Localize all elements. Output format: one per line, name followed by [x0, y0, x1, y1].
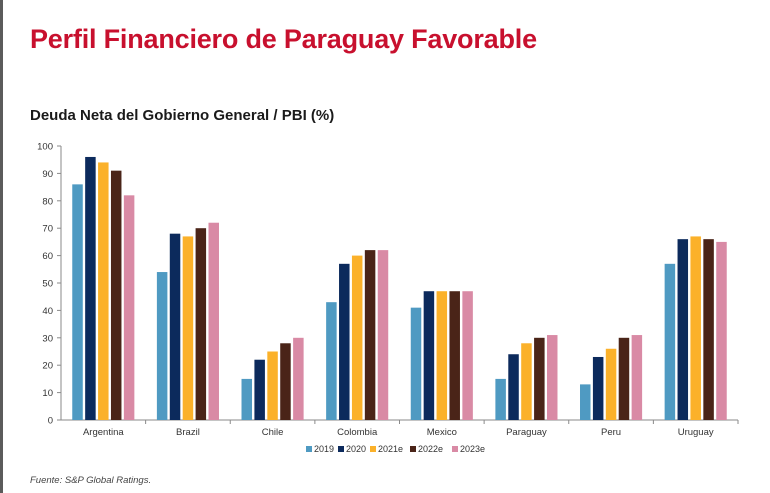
legend-label-2019: 2019	[314, 444, 334, 454]
bar-2022e-argentina	[110, 170, 122, 420]
y-tick-label: 50	[42, 279, 53, 290]
bar-2021e-peru	[605, 348, 617, 420]
x-tick-label: Uruguay	[678, 427, 714, 438]
y-tick-label: 90	[42, 169, 53, 180]
x-tick-label: Peru	[601, 427, 621, 438]
bar-2021e-uruguay	[690, 236, 701, 420]
bar-2020-paraguay	[508, 354, 519, 420]
legend-label-2023e: 2023e	[460, 444, 485, 454]
bar-2022e-mexico	[449, 291, 460, 420]
bar-2021e-mexico	[436, 291, 448, 420]
legend-label-2021e: 2021e	[378, 444, 403, 454]
x-tick-label: Colombia	[337, 427, 378, 438]
bar-2021e-paraguay	[521, 343, 532, 420]
bar-2019-brazil	[156, 272, 168, 420]
x-tick-label: Mexico	[427, 427, 457, 438]
bar-2019-mexico	[410, 307, 422, 420]
bar-2023e-uruguay	[716, 241, 727, 420]
y-tick-label: 70	[42, 224, 53, 235]
x-tick-label: Chile	[262, 427, 284, 438]
bar-2021e-brazil	[182, 236, 194, 420]
bar-2023e-chile	[293, 337, 304, 420]
bar-2023e-colombia	[377, 250, 389, 420]
bar-2021e-chile	[267, 351, 278, 420]
y-tick-label: 40	[42, 306, 53, 317]
bar-2021e-colombia	[351, 255, 363, 420]
bar-2019-colombia	[326, 302, 337, 420]
y-tick-label: 10	[42, 388, 53, 399]
y-tick-label: 60	[42, 251, 53, 262]
page-title: Perfil Financiero de Paraguay Favorable	[30, 24, 537, 54]
bar-2020-argentina	[85, 156, 96, 420]
y-tick-label: 80	[42, 196, 53, 207]
x-tick-label: Argentina	[83, 427, 124, 438]
bar-2019-chile	[241, 378, 253, 420]
legend-swatch-2021e	[370, 446, 376, 452]
bar-2023e-argentina	[123, 195, 135, 420]
bar-2019-paraguay	[495, 378, 506, 420]
y-tick-label: 20	[42, 361, 53, 372]
bar-2023e-paraguay	[546, 335, 558, 420]
bar-2023e-brazil	[208, 222, 219, 420]
bar-2020-uruguay	[677, 239, 689, 420]
legend-swatch-2023e	[452, 446, 458, 452]
bar-2022e-brazil	[195, 228, 207, 420]
bar-2022e-chile	[280, 343, 291, 420]
bar-2022e-peru	[618, 337, 630, 420]
legend-swatch-2022e	[410, 446, 416, 452]
source-note: Fuente: S&P Global Ratings.	[30, 475, 152, 486]
y-tick-label: 0	[48, 416, 53, 427]
bar-2020-brazil	[169, 233, 181, 420]
x-tick-label: Paraguay	[506, 427, 547, 438]
bar-2022e-paraguay	[534, 337, 545, 420]
bar-2020-chile	[254, 359, 265, 420]
bar-2020-mexico	[423, 291, 435, 420]
legend-label-2020: 2020	[346, 444, 366, 454]
bar-2019-argentina	[72, 184, 83, 420]
chart-title: Deuda Neta del Gobierno General / PBI (%…	[30, 107, 335, 124]
bar-2019-peru	[580, 384, 591, 420]
bar-2022e-uruguay	[703, 239, 714, 420]
bar-2023e-mexico	[462, 291, 473, 420]
legend-swatch-2020	[338, 446, 344, 452]
bar-2023e-peru	[631, 335, 643, 420]
legend-label-2022e: 2022e	[418, 444, 443, 454]
bar-2021e-argentina	[98, 162, 109, 420]
window-edge	[0, 0, 3, 493]
bar-2019-uruguay	[664, 263, 676, 420]
bar-chart: 0 10 20 30 40 50 60 70 80 90 100 Argentina Brazil Chi…	[37, 142, 739, 454]
legend-swatch-2019	[306, 446, 312, 452]
y-tick-label: 30	[42, 333, 53, 344]
x-tick-label: Brazil	[176, 427, 200, 438]
bar-2022e-colombia	[364, 250, 376, 420]
bar-2020-peru	[592, 356, 604, 420]
bar-2020-colombia	[339, 263, 350, 420]
y-tick-label: 100	[37, 142, 53, 153]
